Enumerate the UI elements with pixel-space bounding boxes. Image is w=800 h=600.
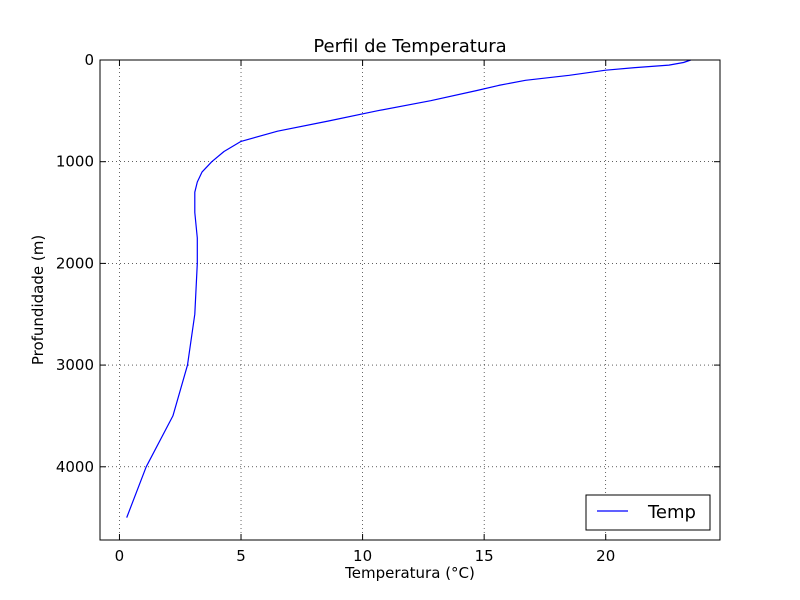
plot-area (100, 60, 720, 540)
legend: Temp (585, 494, 711, 531)
x-tick-label: 0 (115, 547, 125, 565)
grid-lines (100, 59, 720, 540)
y-tick-label: 4000 (56, 458, 94, 476)
x-tick-label: 10 (353, 547, 372, 565)
x-axis-label: Temperatura (°C) (344, 564, 475, 582)
x-tick-label: 20 (596, 547, 615, 565)
y-tick-labels: 0 1000 2000 3000 4000 (56, 51, 94, 476)
y-axis-label: Profundidade (m) (29, 235, 47, 365)
plot-frame (99, 59, 721, 541)
x-tick-label: 5 (236, 547, 246, 565)
y-tick-label: 3000 (56, 356, 94, 374)
series-layer (126, 59, 691, 518)
y-tick-label: 2000 (56, 254, 94, 272)
series-line-temp (126, 59, 691, 518)
y-tick-label: 1000 (56, 153, 94, 171)
legend-box (585, 494, 711, 531)
y-tick-label: 0 (84, 51, 94, 69)
legend-label-temp: Temp (647, 502, 696, 523)
tick-marks (100, 59, 720, 540)
x-tick-labels: 0 5 10 15 20 (115, 547, 616, 565)
x-tick-label: 15 (475, 547, 494, 565)
chart-title: Perfil de Temperatura (313, 36, 506, 57)
